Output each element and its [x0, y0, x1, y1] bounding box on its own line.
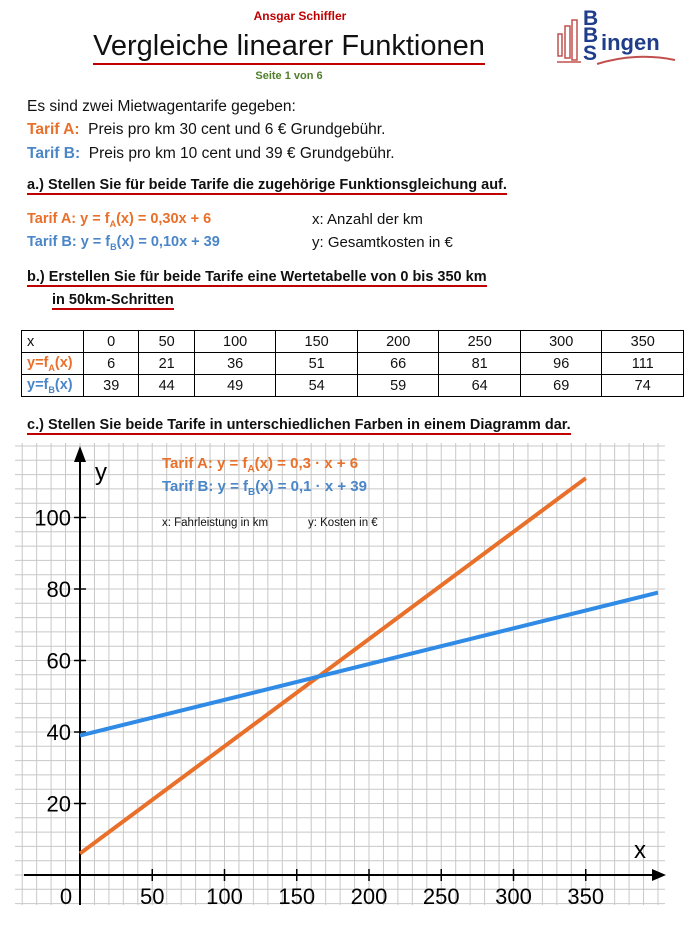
- table-cell: 350: [601, 330, 684, 353]
- intro-line: Es sind zwei Mietwagentarife gegeben:: [27, 98, 296, 115]
- x-axis-label: x: [634, 837, 646, 864]
- tarif-a-text: Preis pro km 30 cent und 6 € Grundgebühr…: [88, 121, 386, 138]
- table-cell: 21: [138, 352, 195, 375]
- table-cell: 39: [82, 374, 140, 397]
- logo-swoosh-icon: [596, 55, 676, 65]
- chart-note-x: x: Fahrleistung in km: [162, 517, 269, 529]
- tarif-b-label: Tarif B:: [27, 145, 81, 162]
- table-cell: 59: [356, 374, 440, 397]
- logo-letter-b1: B: [583, 7, 599, 30]
- x-tick-label: 150: [278, 884, 315, 909]
- title-text: Vergleiche linearer Funktionen: [93, 30, 485, 65]
- x-tick-label: 200: [351, 884, 388, 909]
- legend-b-pre: Tarif B: y = f: [162, 478, 248, 495]
- tarif-b-text: Preis pro km 10 cent und 39 € Grundgebüh…: [88, 145, 395, 162]
- equation-b-sub: B: [110, 241, 117, 252]
- value-table: x 0 50 100 150 200 250 300 350 y=fA(x) 6…: [21, 330, 684, 397]
- table-cell: 51: [275, 352, 358, 375]
- task-a-heading: a.) Stellen Sie für beide Tarife die zug…: [27, 177, 507, 195]
- y-tick-label: 60: [47, 649, 71, 674]
- chart-note-y: y: Kosten in €: [308, 517, 378, 529]
- x-description: x: Anzahl der km: [312, 211, 423, 228]
- table-row-label: y=fB(x): [21, 374, 84, 397]
- table-cell: 49: [193, 374, 277, 397]
- row-b-label-pre: y=f: [27, 376, 49, 393]
- table-cell: 74: [601, 374, 684, 397]
- x-tick-label: 0: [60, 884, 72, 909]
- row-a-label-pre: y=f: [27, 354, 49, 371]
- equation-a-pre: Tarif A: y = f: [27, 211, 110, 227]
- page-title: Vergleiche linearer Funktionen: [0, 30, 578, 65]
- y-tick-label: 100: [34, 506, 71, 531]
- table-cell: 300: [519, 330, 603, 353]
- task-c-heading: c.) Stellen Sie beide Tarife in untersch…: [27, 417, 571, 435]
- school-logo: B B S ingen: [557, 7, 677, 68]
- equation-b: Tarif B: y = fB(x) = 0,10x + 39: [27, 234, 220, 252]
- legend-tarif-b: Tarif B: y = fB(x) = 0,1 · x + 39: [162, 478, 367, 498]
- legend-a-pre: Tarif A: y = f: [162, 455, 248, 472]
- x-tick-label: 300: [495, 884, 532, 909]
- x-axis-arrow-icon: [652, 869, 666, 881]
- legend-tarif-a: Tarif A: y = fA(x) = 0,3 · x + 6: [162, 455, 358, 475]
- table-cell: 44: [138, 374, 195, 397]
- legend-b-post: (x) = 0,1 · x + 39: [255, 478, 367, 495]
- row-b-label-post: (x): [54, 376, 73, 393]
- legend-b-sub: B: [248, 487, 256, 498]
- table-cell: 200: [356, 330, 440, 353]
- equation-b-post: (x) = 0,10x + 39: [116, 234, 220, 250]
- x-tick-label: 350: [567, 884, 604, 909]
- y-tick-label: 20: [47, 792, 71, 817]
- table-cell: 50: [138, 330, 195, 353]
- equation-a: Tarif A: y = fA(x) = 0,30x + 6: [27, 211, 211, 229]
- equation-a-post: (x) = 0,30x + 6: [116, 211, 212, 227]
- table-row-x: x 0 50 100 150 200 250 300 350: [21, 330, 684, 353]
- x-tick-label: 50: [140, 884, 164, 909]
- table-cell: 64: [438, 374, 521, 397]
- y-tick-label: 80: [47, 577, 71, 602]
- y-axis-label: y: [95, 459, 107, 486]
- tarif-a-line: Tarif A: Preis pro km 30 cent und 6 € Gr…: [27, 121, 385, 139]
- y-description: y: Gesamtkosten in €: [312, 234, 453, 251]
- equation-b-pre: Tarif B: y = f: [27, 234, 111, 250]
- x-tick-label: 250: [423, 884, 460, 909]
- y-axis-arrow-icon: [74, 446, 86, 462]
- table-row-b: y=fB(x) 39 44 49 54 59 64 69 74: [21, 374, 684, 397]
- series-line-tarif-a: [78, 476, 587, 856]
- row-a-label-sub: A: [48, 362, 55, 373]
- row-a-label-post: (x): [54, 354, 73, 371]
- legend-a-sub: A: [247, 464, 255, 475]
- task-a-heading-text: a.) Stellen Sie für beide Tarife die zug…: [27, 177, 507, 195]
- logo-ingen: ingen: [601, 30, 660, 55]
- task-c-heading-text: c.) Stellen Sie beide Tarife in untersch…: [27, 417, 571, 435]
- task-b-heading-2: in 50km-Schritten: [52, 292, 174, 310]
- row-b-label-sub: B: [48, 384, 55, 395]
- logo-letter-b2: B: [583, 24, 599, 47]
- table-row-a: y=fA(x) 6 21 36 51 66 81 96 111: [21, 352, 684, 375]
- page-number: Seite 1 von 6: [255, 70, 323, 82]
- x-tick-label: 100: [206, 884, 243, 909]
- series-line-tarif-b: [79, 590, 659, 738]
- equation-a-sub: A: [109, 218, 117, 229]
- task-b-heading: b.) Erstellen Sie für beide Tarife eine …: [27, 269, 487, 287]
- tarif-b-line: Tarif B: Preis pro km 10 cent und 39 € G…: [27, 145, 395, 163]
- author-name: Ansgar Schiffler: [253, 9, 347, 23]
- table-cell: 96: [519, 352, 603, 375]
- task-b-heading-text: b.) Erstellen Sie für beide Tarife eine …: [27, 269, 487, 287]
- table-cell: 54: [275, 374, 358, 397]
- y-tick-label: 40: [47, 720, 71, 745]
- logo-letter-s: S: [583, 42, 598, 65]
- task-b-heading-2-text: in 50km-Schritten: [52, 292, 174, 310]
- legend-a-post: (x) = 0,3 · x + 6: [254, 455, 359, 472]
- logo-bars-icon: [557, 19, 581, 63]
- tarif-a-label: Tarif A:: [27, 121, 80, 138]
